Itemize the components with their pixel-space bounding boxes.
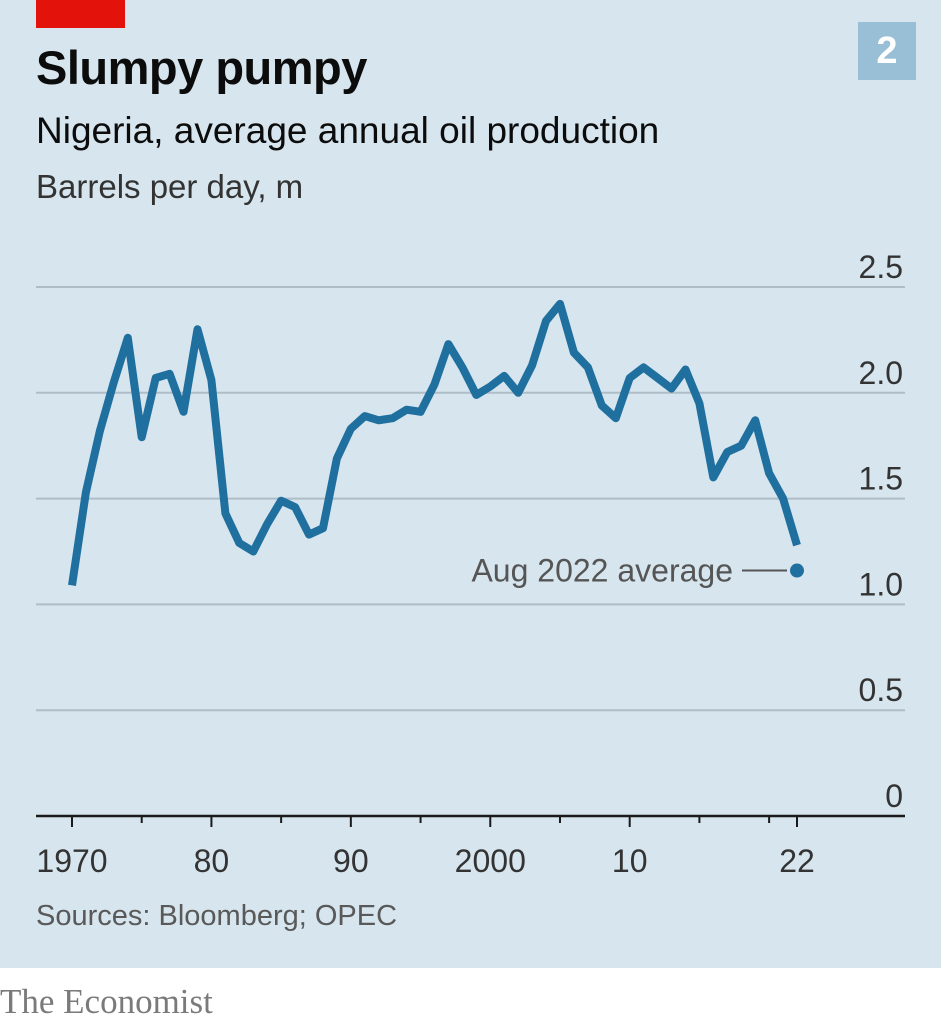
line-chart: 2.5 2.0 1.5 1.0 0.5 0 1970 80 90 2000 10 22 Aug 20… bbox=[36, 249, 905, 879]
x-tick-label: 22 bbox=[779, 843, 815, 879]
y-tick-label: 2.5 bbox=[859, 249, 903, 285]
x-tick-label: 2000 bbox=[455, 843, 526, 879]
chart-title: Slumpy pumpy bbox=[36, 41, 367, 94]
x-tick-label: 1970 bbox=[36, 843, 107, 879]
chart-number-badge: 2 bbox=[858, 22, 916, 80]
publisher-logo: The Economist bbox=[0, 982, 213, 1021]
x-tick-label: 80 bbox=[194, 843, 230, 879]
annotation-layer: Aug 2022 average bbox=[471, 553, 804, 589]
x-axis bbox=[36, 814, 905, 827]
y-tick-label: 1.5 bbox=[859, 461, 903, 497]
y-tick-label: 1.0 bbox=[859, 566, 903, 602]
gridlines bbox=[36, 286, 905, 712]
y-axis-labels: 2.5 2.0 1.5 1.0 0.5 0 bbox=[859, 249, 903, 814]
x-tick-label: 10 bbox=[612, 843, 648, 879]
x-tick-label: 90 bbox=[333, 843, 369, 879]
y-tick-label: 0.5 bbox=[859, 672, 903, 708]
chart-subtitle: Nigeria, average annual oil production bbox=[36, 110, 660, 151]
aug-2022-point bbox=[790, 563, 804, 578]
production-line bbox=[68, 299, 801, 586]
y-axis-unit-label: Barrels per day, m bbox=[36, 168, 304, 205]
y-tick-label: 0 bbox=[885, 778, 903, 814]
x-axis-labels: 1970 80 90 2000 10 22 bbox=[36, 843, 814, 879]
source-note: Sources: Bloomberg; OPEC bbox=[36, 900, 398, 932]
chart-panel: 2 Slumpy pumpy Nigeria, average annual o… bbox=[0, 0, 941, 968]
y-tick-label: 2.0 bbox=[859, 355, 903, 391]
annotation-label: Aug 2022 average bbox=[471, 553, 733, 589]
red-accent-bar bbox=[36, 0, 125, 28]
series-layer bbox=[68, 299, 801, 586]
